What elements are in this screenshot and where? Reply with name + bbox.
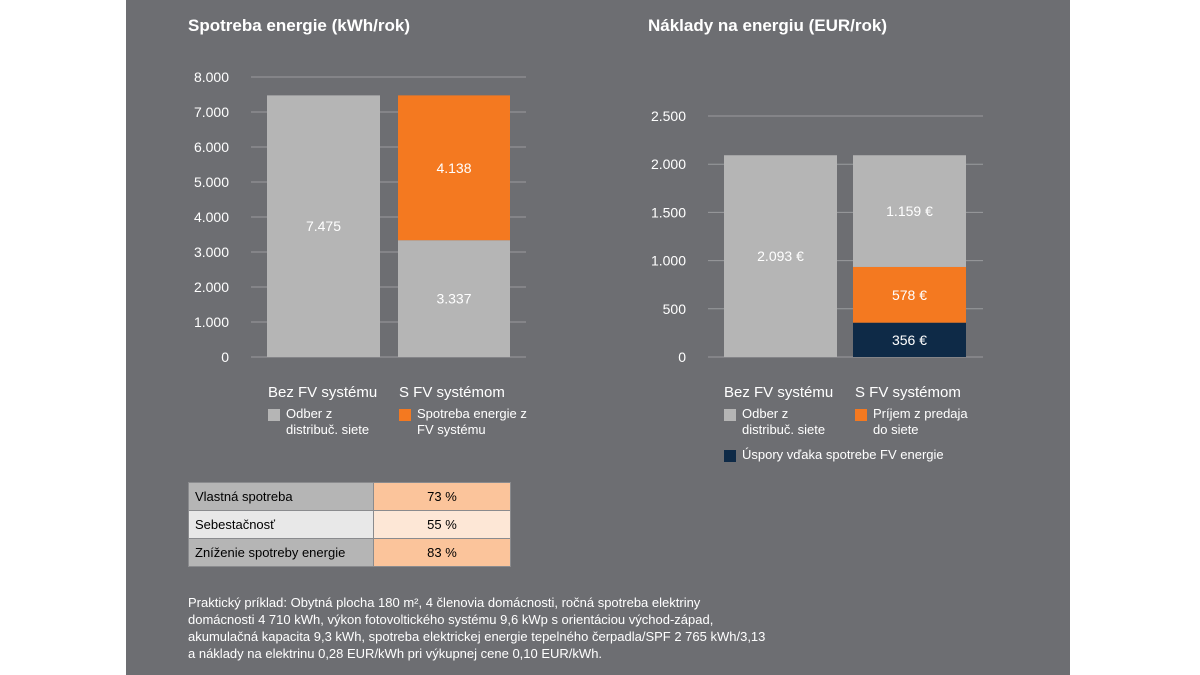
bar-value-label: 3.337	[436, 291, 471, 307]
bar-value-label: 2.093 €	[757, 248, 804, 264]
y-tick-label: 2.000	[194, 279, 229, 295]
chart1-title: Spotreba energie (kWh/rok)	[188, 16, 410, 35]
bar-segment-savings	[853, 322, 966, 357]
chart1-category-with-pv: S FV systémom	[399, 384, 505, 401]
example-footnote: Praktický príklad: Obytná plocha 180 m²,…	[188, 594, 838, 662]
y-tick-label: 0	[678, 349, 686, 365]
bar-value-label: 356 €	[892, 332, 927, 348]
chart1-legend-grid-label: Odber z distribuč. siete	[286, 406, 370, 437]
y-tick-label: 6.000	[194, 139, 229, 155]
chart2-plot: 0 500 1.000 1.500 2.000 2.500 2.093 € 356 € 578 …	[651, 108, 983, 365]
kpi-label: Vlastná spotreba	[188, 482, 374, 511]
bar-value-label: 578 €	[892, 287, 927, 303]
y-tick-label: 1.000	[194, 314, 229, 330]
bar-segment-pv	[398, 95, 510, 241]
chart1-legend-pv-label: Spotreba energie z FV systému	[417, 406, 527, 437]
chart2-category-with-pv: S FV systémom	[855, 384, 961, 401]
y-tick-label: 0	[221, 349, 229, 365]
y-tick-label: 8.000	[194, 69, 229, 85]
y-tick-label: 1.500	[651, 204, 686, 220]
kpi-row-self-sufficiency: Sebestačnosť 55 %	[188, 510, 511, 539]
chart1-plot: 0 1.000 2.000 3.000 4.000 5.000 6.000 7.000 8.00…	[194, 69, 526, 365]
y-tick-label: 1.000	[651, 253, 686, 269]
y-tick-label: 2.500	[651, 108, 686, 124]
y-tick-label: 2.000	[651, 156, 686, 172]
footnote-line: akumulačná kapacita 9,3 kWh, spotreba el…	[188, 629, 766, 644]
y-tick-label: 500	[663, 301, 687, 317]
bar-segment-grid	[853, 155, 966, 267]
kpi-label: Zníženie spotreby energie	[188, 538, 374, 567]
bar-value-label: 1.159 €	[886, 203, 933, 219]
bar-segment-feedin	[853, 266, 966, 323]
chart2-legend-feedin-label: Príjem z predaja do siete	[873, 406, 968, 437]
bar-value-label: 7.475	[306, 218, 341, 234]
y-tick-label: 5.000	[194, 174, 229, 190]
chart2-category-without-pv: Bez FV systému	[724, 384, 834, 401]
legend-swatch-orange	[855, 409, 867, 421]
bar-segment-grid	[267, 95, 380, 357]
legend-swatch-navy	[724, 450, 736, 462]
kpi-row-energy-reduction: Zníženie spotreby energie 83 %	[188, 538, 511, 567]
chart2-legend-grid-label: Odber z distribuč. siete	[742, 406, 826, 437]
legend-swatch-grey	[724, 409, 736, 421]
legend-swatch-grey	[268, 409, 280, 421]
bar-value-label: 4.138	[436, 160, 471, 176]
kpi-row-self-consumption: Vlastná spotreba 73 %	[188, 482, 511, 511]
kpi-label: Sebestačnosť	[188, 510, 374, 539]
legend-swatch-orange	[399, 409, 411, 421]
y-tick-label: 4.000	[194, 209, 229, 225]
kpi-table: Vlastná spotreba 73 % Sebestačnosť 55 % …	[188, 482, 511, 567]
footnote-line: Praktický príklad: Obytná plocha 180 m²,…	[188, 595, 701, 610]
footnote-line: domácnosti 4 710 kWh, výkon fotovoltické…	[188, 612, 714, 627]
bar-segment-grid	[724, 155, 837, 357]
bar-segment-grid	[398, 240, 510, 357]
footnote-line: a náklady na elektrinu 0,28 EUR/kWh pri …	[188, 646, 603, 661]
kpi-value: 55 %	[373, 510, 511, 539]
y-tick-label: 7.000	[194, 104, 229, 120]
y-tick-label: 3.000	[194, 244, 229, 260]
chart2-title: Náklady na energiu (EUR/rok)	[648, 16, 888, 35]
chart1-category-without-pv: Bez FV systému	[268, 384, 378, 401]
kpi-value: 73 %	[373, 482, 511, 511]
chart2-legend-savings-label: Úspory vďaka spotrebe FV energie	[742, 447, 944, 462]
kpi-value: 83 %	[373, 538, 511, 567]
